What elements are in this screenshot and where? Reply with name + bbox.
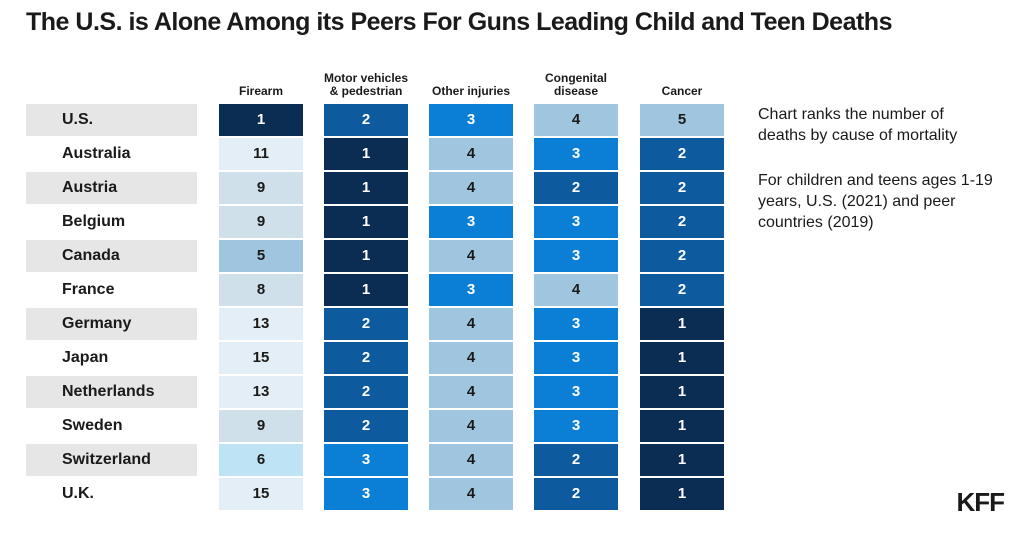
rank-cell: 1 [640, 444, 724, 476]
rank-cell: 2 [324, 376, 408, 408]
rank-cell: 4 [429, 342, 513, 374]
rank-cell: 2 [640, 206, 724, 238]
rank-cell: 3 [534, 342, 618, 374]
rank-cell: 4 [429, 240, 513, 272]
rank-cell: 2 [640, 274, 724, 306]
rank-cell: 9 [219, 206, 303, 238]
rank-cell: 1 [640, 376, 724, 408]
rank-cell: 9 [219, 410, 303, 442]
country-label: Sweden [62, 417, 123, 434]
column-header: Motor vehicles & pedestrian [323, 71, 409, 98]
rank-cell: 3 [429, 104, 513, 136]
country-label: U.K. [62, 485, 94, 502]
country-label: Switzerland [26, 444, 197, 476]
rank-cell: 11 [219, 138, 303, 170]
country-label: Netherlands [26, 376, 197, 408]
column-header: Cancer [661, 84, 703, 98]
rank-cell: 9 [219, 172, 303, 204]
rank-cell: 3 [324, 478, 408, 510]
rank-cell: 4 [429, 410, 513, 442]
rank-cell: 5 [640, 104, 724, 136]
rank-cell: 4 [429, 138, 513, 170]
rank-cell: 13 [219, 376, 303, 408]
rank-cell: 2 [640, 138, 724, 170]
column-header: Firearm [238, 84, 284, 98]
rank-cell: 2 [640, 240, 724, 272]
rank-cell: 2 [324, 104, 408, 136]
rank-cell: 3 [534, 376, 618, 408]
rank-cell: 3 [534, 138, 618, 170]
rank-cell: 2 [534, 444, 618, 476]
rank-cell: 4 [429, 478, 513, 510]
rank-cell: 1 [324, 240, 408, 272]
rank-cell: 2 [324, 342, 408, 374]
country-label: Germany [26, 308, 197, 340]
country-label: Japan [62, 349, 109, 366]
rank-cell: 3 [324, 444, 408, 476]
rank-cell: 2 [324, 308, 408, 340]
country-label: Austria [26, 172, 197, 204]
column-header: Congenital disease [545, 71, 607, 98]
rank-cell: 3 [534, 240, 618, 272]
rank-cell: 4 [534, 274, 618, 306]
country-label: U.S. [26, 104, 197, 136]
rank-cell: 2 [534, 478, 618, 510]
rank-cell: 1 [324, 206, 408, 238]
rank-cell: 2 [324, 410, 408, 442]
rank-cell: 15 [219, 478, 303, 510]
rank-cell: 1 [324, 274, 408, 306]
rank-cell: 6 [219, 444, 303, 476]
note: Chart ranks the number of deaths by caus… [758, 106, 958, 144]
title: The U.S. is Alone Among its Peers For Gu… [26, 8, 892, 36]
rank-cell: 1 [219, 104, 303, 136]
rank-cell: 5 [219, 240, 303, 272]
rank-cell: 3 [534, 206, 618, 238]
rank-cell: 1 [324, 138, 408, 170]
rank-cell: 3 [534, 308, 618, 340]
note: For children and teens ages 1-19 years, … [758, 172, 993, 231]
country-label: Canada [26, 240, 197, 272]
country-label: France [62, 281, 115, 298]
logo: KFF [956, 487, 1005, 517]
rank-cell: 1 [640, 308, 724, 340]
rank-cell: 1 [324, 172, 408, 204]
rank-cell: 8 [219, 274, 303, 306]
rank-cell: 4 [429, 172, 513, 204]
rank-cell: 13 [219, 308, 303, 340]
rank-cell: 4 [429, 444, 513, 476]
rank-cell: 1 [640, 410, 724, 442]
rank-cell: 3 [429, 206, 513, 238]
column-header: Other injuries [431, 84, 511, 98]
rank-cell: 1 [640, 342, 724, 374]
rank-cell: 4 [534, 104, 618, 136]
country-label: Belgium [62, 213, 126, 230]
rank-cell: 3 [534, 410, 618, 442]
rank-cell: 4 [429, 376, 513, 408]
country-label: Australia [62, 145, 131, 162]
rank-cell: 3 [429, 274, 513, 306]
rank-cell: 2 [640, 172, 724, 204]
rank-cell: 1 [640, 478, 724, 510]
rank-cell: 2 [534, 172, 618, 204]
rank-cell: 15 [219, 342, 303, 374]
rank-cell: 4 [429, 308, 513, 340]
